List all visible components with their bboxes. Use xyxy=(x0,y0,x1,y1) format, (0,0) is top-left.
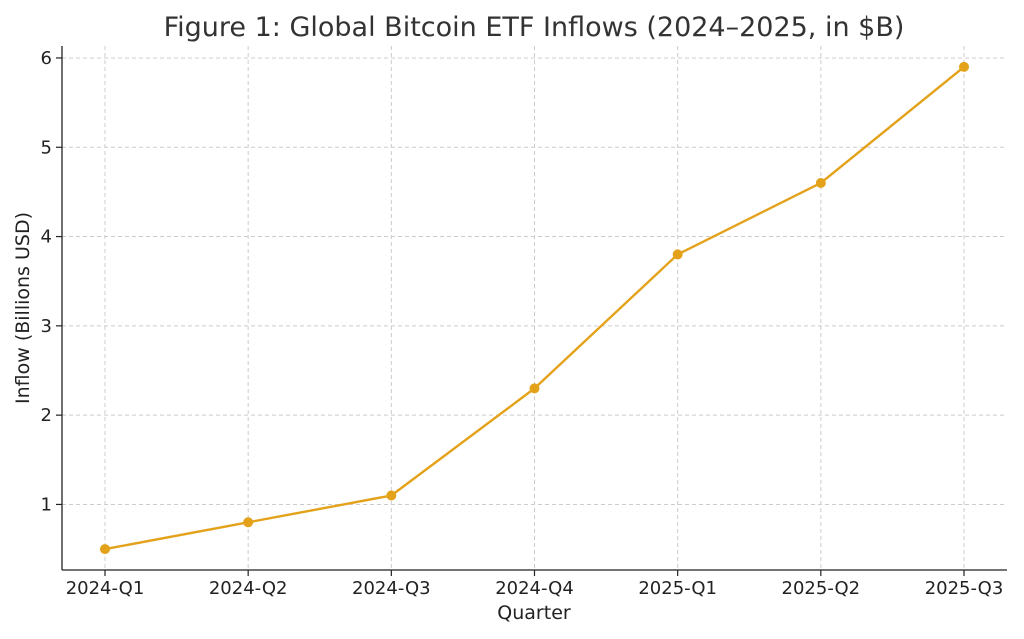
x-tick-label: 2025-Q2 xyxy=(782,578,861,599)
y-tick-label: 2 xyxy=(41,405,52,426)
data-point xyxy=(100,544,110,555)
chart-title: Figure 1: Global Bitcoin ETF Inflows (20… xyxy=(164,12,905,43)
x-tick-label: 2025-Q1 xyxy=(638,578,717,599)
data-point xyxy=(672,249,683,260)
data-point xyxy=(243,517,254,528)
data-point xyxy=(386,490,397,501)
y-axis-label: Inflow (Billions USD) xyxy=(12,212,34,404)
x-tick-label: 2024-Q1 xyxy=(66,578,145,599)
data-point xyxy=(529,383,540,394)
y-tick-label: 6 xyxy=(41,48,52,69)
y-tick-label: 4 xyxy=(41,227,52,248)
x-tick-label: 2025-Q3 xyxy=(925,578,1004,599)
x-tick-label: 2024-Q2 xyxy=(209,578,288,599)
tick-layer: 1 2 3 4 5 6 2024-Q1 2024-Q2 2024-Q3 2024-Q4 2025-Q… xyxy=(41,48,1004,599)
series-layer xyxy=(100,61,969,555)
data-point xyxy=(815,177,826,188)
x-axis-label: Quarter xyxy=(497,602,571,624)
data-point xyxy=(959,61,969,72)
x-tick-label: 2024-Q3 xyxy=(352,578,431,599)
y-tick-label: 1 xyxy=(41,494,52,515)
y-tick-label: 3 xyxy=(41,316,52,337)
grid-layer xyxy=(62,46,1007,570)
x-tick-label: 2024-Q4 xyxy=(495,578,574,599)
y-tick-label: 5 xyxy=(41,137,52,158)
